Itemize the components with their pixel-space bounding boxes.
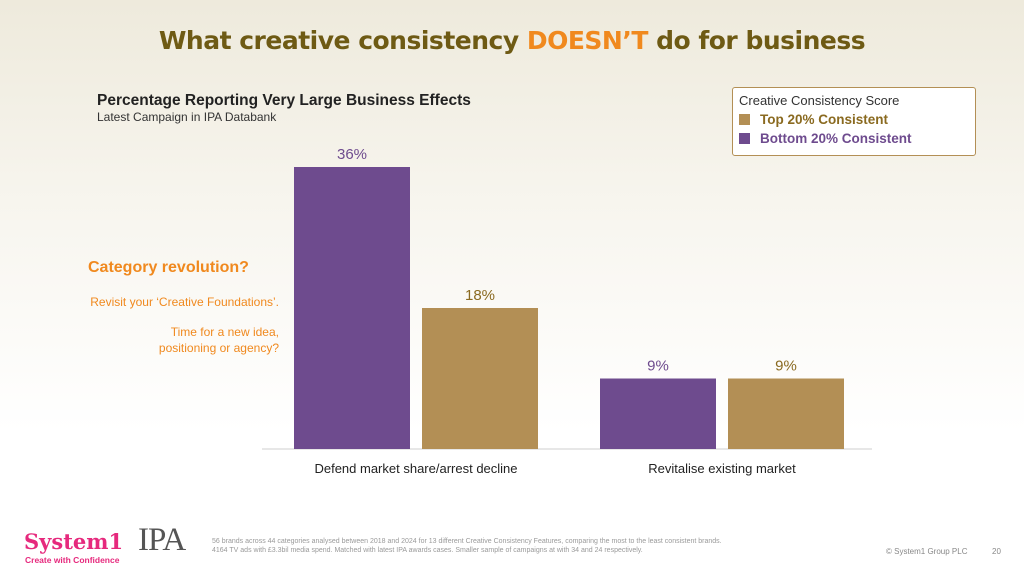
legend-item-top: Top 20% Consistent [739,112,888,127]
copyright: © System1 Group PLC [886,547,968,556]
data-label-bottom20-1: 9% [647,358,669,375]
legend: Creative Consistency Score Top 20% Consi… [732,87,976,156]
data-label-top20-1: 9% [775,358,797,375]
legend-item-bottom: Bottom 20% Consistent [739,131,912,146]
sidebar-line1: Revisit your ‘Creative Foundations’. [90,295,279,309]
footer-note: 56 brands across 44 categories analysed … [212,537,832,555]
data-label-bottom20-0: 36% [337,146,367,163]
footer-note-line1: 56 brands across 44 categories analysed … [212,538,722,545]
page-title: What creative consistency DOESN’T do for… [158,26,866,55]
legend-label-top: Top 20% Consistent [760,112,889,127]
legend-title: Creative Consistency Score [739,93,900,108]
legend-swatch-top [739,114,750,125]
category-label-1: Revitalise existing market [648,461,796,476]
sidebar-heading: Category revolution? [88,259,249,276]
bar-bottom20-1 [600,378,716,449]
sidebar-line2a: Time for a new idea, [170,325,279,339]
legend-label-bottom: Bottom 20% Consistent [760,131,912,146]
data-label-top20-0: 18% [465,287,495,304]
bar-top20-1 [728,378,844,449]
footer-note-line2: 4164 TV ads with £3.3bil media spend. Ma… [212,547,643,554]
chart-subtitle: Latest Campaign in IPA Databank [97,110,277,124]
category-label-0: Defend market share/arrest decline [314,461,517,476]
chart-title: Percentage Reporting Very Large Business… [97,92,471,109]
sidebar-line2b: positioning or agency? [158,341,279,355]
bar-top20-0 [422,308,538,449]
system1-tagline: Create with Confidence [25,555,120,565]
page-number: 20 [992,547,1001,556]
bar-bottom20-0 [294,167,410,449]
legend-swatch-bottom [739,133,750,144]
ipa-logo: IPA [138,522,186,558]
system1-logo: System1 [24,529,124,554]
